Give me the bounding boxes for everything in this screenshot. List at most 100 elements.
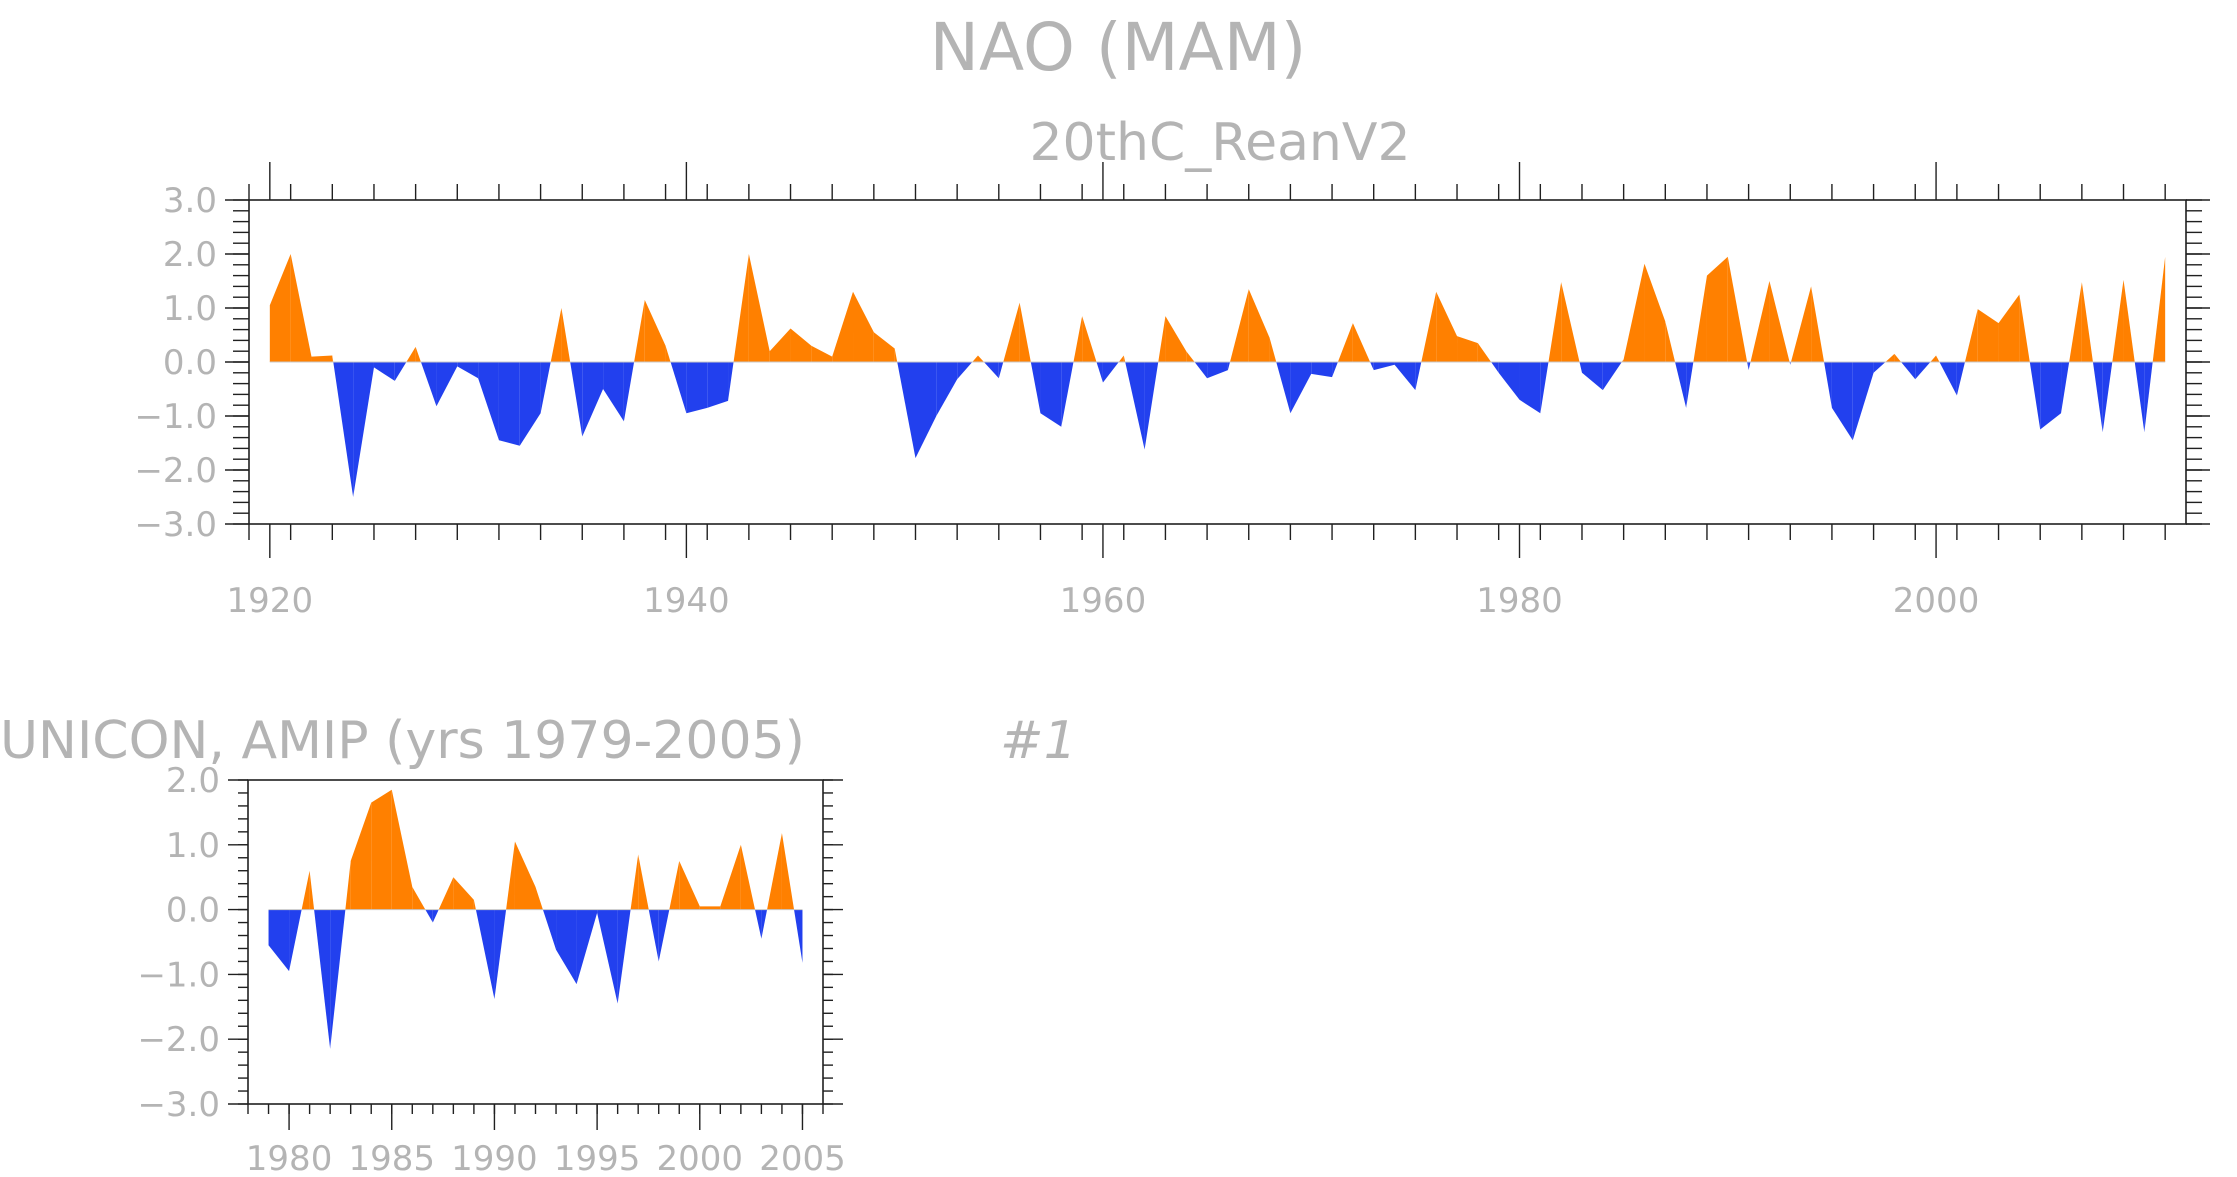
reanalysis-area-seg-58-1 bbox=[1491, 362, 1499, 373]
unicon-area-seg-23-0 bbox=[740, 844, 756, 910]
reanalysis-ytick-label: −3.0 bbox=[134, 505, 217, 545]
reanalysis-area-seg-90-0 bbox=[2144, 362, 2153, 433]
unicon-area-seg-10-1 bbox=[475, 909, 495, 1000]
reanalysis-area-seg-77-0 bbox=[1873, 362, 1886, 373]
unicon-area-seg-6-0 bbox=[391, 789, 413, 910]
unicon-title: UNICON, AMIP (yrs 1979-2005) bbox=[0, 711, 805, 771]
reanalysis-xtick-label: 1960 bbox=[1060, 581, 1147, 621]
unicon-area-seg-18-0 bbox=[638, 854, 649, 910]
unicon-area-seg-8-1 bbox=[438, 877, 454, 910]
reanalysis-area-seg-13-1 bbox=[550, 308, 562, 362]
reanalysis-area-seg-34-0 bbox=[977, 355, 984, 362]
reanalysis-area-seg-67-0 bbox=[1665, 321, 1676, 362]
reanalysis-area-seg-84-1 bbox=[2029, 362, 2041, 430]
reanalysis-area-seg-72-0 bbox=[1769, 281, 1790, 362]
reanalysis-area-seg-81-1 bbox=[1964, 309, 1978, 362]
reanalysis-area-seg-59-0 bbox=[1498, 362, 1520, 400]
reanalysis-area-seg-35-1 bbox=[1003, 302, 1020, 362]
reanalysis-area-seg-47-0 bbox=[1248, 289, 1270, 362]
reanalysis-area-seg-64-1 bbox=[1621, 359, 1624, 362]
unicon-xtick-label: 1990 bbox=[451, 1139, 538, 1177]
reanalysis-area-seg-57-0 bbox=[1457, 336, 1478, 362]
unicon-ytick-label: −2.0 bbox=[137, 1020, 220, 1060]
reanalysis-area-seg-58-0 bbox=[1477, 343, 1492, 362]
reanalysis-area-seg-18-0 bbox=[644, 299, 666, 362]
unicon-xtick-label: 1985 bbox=[348, 1139, 435, 1177]
reanalysis-area-seg-26-0 bbox=[811, 345, 833, 362]
reanalysis-area-seg-43-0 bbox=[1165, 316, 1187, 362]
reanalysis-area-seg-86-0 bbox=[2061, 362, 2070, 414]
reanalysis-xtick-label: 1920 bbox=[227, 581, 314, 621]
reanalysis-ytick-label: −1.0 bbox=[134, 397, 217, 437]
reanalysis-area-seg-1-0 bbox=[290, 254, 312, 362]
unicon-area-seg-7-0 bbox=[412, 886, 426, 910]
reanalysis-area-seg-42-0 bbox=[1144, 362, 1159, 450]
reanalysis-area-seg-45-0 bbox=[1207, 362, 1228, 379]
reanalysis-area-seg-30-0 bbox=[894, 348, 898, 362]
reanalysis-area-seg-35-0 bbox=[998, 362, 1004, 379]
unicon-area-seg-13-1 bbox=[542, 909, 557, 950]
reanalysis-area-seg-70-1 bbox=[1747, 362, 1749, 371]
reanalysis-area-seg-9-0 bbox=[457, 362, 479, 379]
reanalysis-area-seg-84-0 bbox=[2019, 294, 2030, 362]
reanalysis-area-seg-87-0 bbox=[2081, 282, 2093, 362]
reanalysis-area-seg-78-1 bbox=[1901, 362, 1916, 380]
unicon-area-seg-12-0 bbox=[514, 841, 536, 910]
unicon-area-seg-4-0 bbox=[350, 802, 372, 910]
reanalysis-area-seg-11-0 bbox=[498, 362, 520, 446]
reanalysis-area-seg-65-0 bbox=[1623, 263, 1645, 362]
unicon-area-seg-10-0 bbox=[473, 899, 476, 910]
unicon-xtick-label: 1980 bbox=[246, 1139, 333, 1177]
reanalysis-area-seg-51-0 bbox=[1332, 362, 1338, 378]
reanalysis-area-seg-60-0 bbox=[1519, 362, 1541, 414]
reanalysis-ytick-label: −2.0 bbox=[134, 451, 217, 491]
unicon-area-seg-1-0 bbox=[289, 909, 302, 972]
reanalysis-area-seg-67-1 bbox=[1675, 362, 1687, 408]
reanalysis-ytick-label: 1.0 bbox=[163, 289, 217, 329]
reanalysis-area-seg-71-0 bbox=[1748, 362, 1751, 371]
unicon-area-seg-11-0 bbox=[494, 909, 507, 1000]
reanalysis-xtick-label: 2000 bbox=[1893, 581, 1980, 621]
reanalysis-area-seg-79-0 bbox=[1915, 362, 1931, 380]
reanalysis-area-seg-22-0 bbox=[728, 362, 734, 401]
unicon-area-seg-20-0 bbox=[679, 861, 700, 910]
reanalysis-area-seg-36-0 bbox=[1019, 302, 1031, 362]
reanalysis-area-seg-82-0 bbox=[1977, 309, 1999, 362]
reanalysis-area-seg-49-0 bbox=[1290, 362, 1312, 414]
reanalysis-area-seg-10-0 bbox=[478, 362, 499, 441]
reanalysis-area-seg-32-0 bbox=[936, 362, 958, 416]
reanalysis-ytick-label: 2.0 bbox=[163, 235, 217, 275]
reanalysis-area-seg-34-1 bbox=[983, 362, 999, 379]
unicon-area-seg-18-1 bbox=[648, 909, 659, 962]
unicon-panel: UNICON, AMIP (yrs 1979-2005) #1 2.0 1.0 0.0 −… bbox=[0, 711, 1077, 1177]
reanalysis-area-seg-27-0 bbox=[832, 291, 854, 362]
reanalysis-area-seg-62-0 bbox=[1561, 282, 1580, 362]
reanalysis-area-seg-3-1 bbox=[333, 362, 354, 497]
reanalysis-panel: 20thC_ReanV2 3.0 2.0 1.0 0.0 −1.0 −2.0 −3.01920… bbox=[134, 113, 2210, 621]
unicon-area-seg-24-1 bbox=[767, 833, 782, 910]
reanalysis-area-seg-76-0 bbox=[1852, 362, 1874, 441]
reanalysis-ytick-label: 3.0 bbox=[163, 181, 217, 221]
unicon-area-seg-3-0 bbox=[330, 909, 346, 1049]
reanalysis-area-seg-70-0 bbox=[1727, 256, 1748, 362]
reanalysis-area-seg-61-0 bbox=[1540, 362, 1549, 414]
unicon-area-seg-11-1 bbox=[506, 841, 515, 910]
unicon-area-seg-19-1 bbox=[669, 861, 680, 910]
unicon-area-seg-19-0 bbox=[658, 909, 670, 962]
reanalysis-area-seg-38-0 bbox=[1061, 362, 1074, 427]
reanalysis-area-seg-63-0 bbox=[1581, 362, 1603, 391]
unicon-ytick-label: 2.0 bbox=[166, 761, 220, 801]
reanalysis-area-seg-62-1 bbox=[1579, 362, 1582, 373]
reanalysis-area-seg-14-0 bbox=[561, 308, 571, 362]
reanalysis-area-seg-48-1 bbox=[1276, 362, 1291, 414]
unicon-area-seg-22-0 bbox=[720, 844, 741, 910]
reanalysis-area-seg-14-1 bbox=[570, 362, 583, 437]
reanalysis-area-seg-85-0 bbox=[2040, 362, 2062, 430]
reanalysis-area-seg-37-0 bbox=[1040, 362, 1062, 427]
reanalysis-area-seg-69-0 bbox=[1706, 256, 1728, 362]
reanalysis-area-seg-33-0 bbox=[957, 362, 973, 380]
reanalysis-area-seg-46-1 bbox=[1230, 289, 1249, 362]
reanalysis-area-seg-12-0 bbox=[519, 362, 541, 446]
reanalysis-area-seg-31-0 bbox=[915, 362, 937, 459]
